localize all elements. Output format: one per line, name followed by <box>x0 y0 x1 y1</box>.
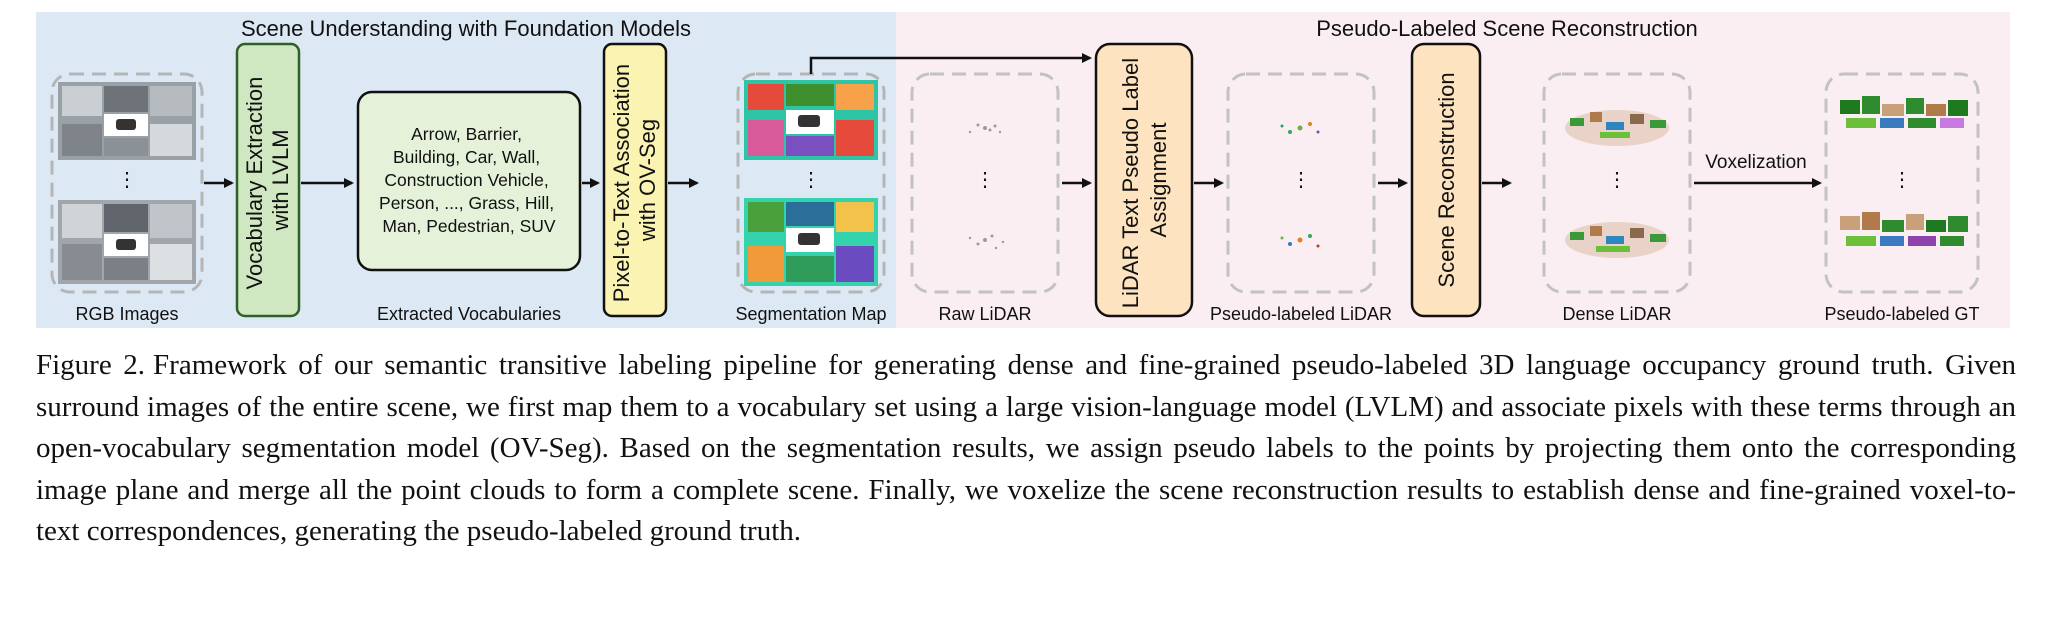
extracted-vocab-label: Extracted Vocabularies <box>377 304 561 324</box>
vocab-extraction-box <box>235 42 301 318</box>
dense-lidar-ellipsis: ⋮ <box>1607 169 1627 191</box>
framework-diagram: Scene Understanding with Foundation Mode… <box>36 12 2010 328</box>
seg-ellipsis: ⋮ <box>801 169 821 191</box>
dense-lidar-panel: ⋮ <box>1542 72 1692 294</box>
scene-recon-box <box>1410 42 1482 318</box>
pseudo-gt-panel: ⋮ <box>1824 72 1980 294</box>
dense-lidar-label: Dense LiDAR <box>1562 304 1671 324</box>
vocab-list: Arrow, Barrier, Building, Car, Wall, Con… <box>379 124 559 236</box>
scene-recon-label: Scene Reconstruction <box>1434 72 1459 287</box>
segmentation-map-label: Segmentation Map <box>735 304 886 324</box>
voxelization-label: Voxelization <box>1705 152 1806 173</box>
segmentation-map-panel: ⋮ <box>736 72 886 294</box>
pixel-text-box <box>602 42 668 318</box>
right-section-title: Pseudo-Labeled Scene Reconstruction <box>1316 16 1698 41</box>
lidar-text-box <box>1094 42 1194 318</box>
caption-lead: Figure 2. <box>36 349 146 381</box>
figure-caption: Figure 2. Framework of our semantic trans… <box>36 345 2016 553</box>
raw-lidar-panel: ⋮ <box>910 72 1060 294</box>
raw-lidar-label: Raw LiDAR <box>938 304 1031 324</box>
caption-text: Framework of our semantic transitive lab… <box>36 349 2016 547</box>
raw-lidar-ellipsis: ⋮ <box>975 169 995 191</box>
pixel-text-label: Pixel-to-Text Association with OV-Seg <box>609 58 660 303</box>
rgb-ellipsis: ⋮ <box>117 169 137 191</box>
vocab-extraction-label: Vocabulary Extraction with LVLM <box>242 71 293 290</box>
left-section-title: Scene Understanding with Foundation Mode… <box>241 16 691 41</box>
rgb-images-panel: ⋮ <box>50 72 204 294</box>
pseudo-gt-ellipsis: ⋮ <box>1892 169 1912 191</box>
pseudo-lidar-panel: ⋮ <box>1226 72 1376 294</box>
pseudo-lidar-ellipsis: ⋮ <box>1291 169 1311 191</box>
vocab-list-box <box>356 90 582 272</box>
pseudo-gt-label: Pseudo-labeled GT <box>1824 304 1979 324</box>
pseudo-lidar-label: Pseudo-labeled LiDAR <box>1210 304 1392 324</box>
lidar-text-label: LiDAR Text Pseudo Label Assignment <box>1118 52 1171 308</box>
rgb-images-label: RGB Images <box>75 304 178 324</box>
